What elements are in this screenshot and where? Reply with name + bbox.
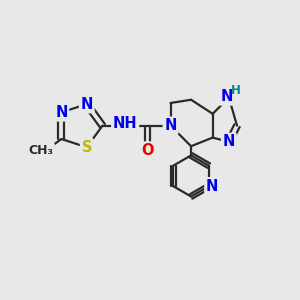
Text: S: S	[82, 140, 92, 155]
Text: NH: NH	[113, 116, 137, 131]
Text: O: O	[142, 143, 154, 158]
Text: CH₃: CH₃	[28, 144, 53, 158]
Text: N: N	[223, 134, 235, 149]
Text: N: N	[81, 97, 93, 112]
Text: N: N	[206, 179, 218, 194]
Text: H: H	[231, 83, 241, 97]
Text: N: N	[220, 89, 233, 104]
Text: N: N	[164, 118, 177, 133]
Text: N: N	[55, 105, 68, 120]
